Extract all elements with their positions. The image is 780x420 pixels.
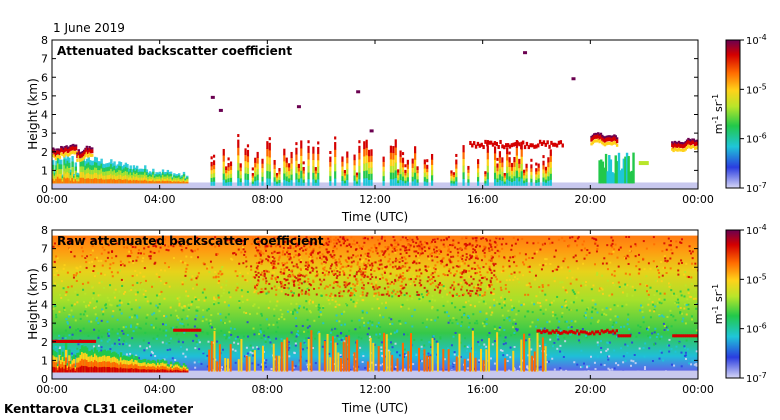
- y-tick-label: 6: [41, 261, 48, 274]
- colorbar-tick-label: 10-4: [746, 223, 767, 237]
- y-tick-label: 1: [41, 164, 48, 177]
- y-tick-label: 0: [41, 373, 48, 386]
- x-tick-label: 00:00: [36, 383, 68, 396]
- panel-2-title: Raw attenuated backscatter coefficient: [57, 234, 324, 248]
- y-tick-label: 3: [41, 317, 48, 330]
- y-tick-label: 1: [41, 354, 48, 367]
- colorbar-tick-label: 10-7: [746, 371, 767, 385]
- panel-1: 0 1 2 3 4 5 6 7 8 00:00 04:00 08:00 12:00 16:00 20:00…: [26, 34, 714, 224]
- x-axis-label-2: Time (UTC): [341, 401, 408, 415]
- x-axis-2: 00:00 04:00 08:00 12:00 16:00 20:00 00:00: [36, 230, 714, 396]
- colorbar-tick-label: 10-5: [746, 82, 767, 96]
- panel-2: 0 1 2 3 4 5 6 7 8 00:00 04:00 08:00 12:00 16:00 20:00…: [26, 224, 714, 415]
- x-tick-label: 04:00: [144, 383, 176, 396]
- x-tick-label: 00:00: [36, 193, 68, 206]
- y-axis-label-2: Height (km): [26, 268, 40, 339]
- y-tick-label: 6: [41, 71, 48, 84]
- y-tick-label: 5: [41, 280, 48, 293]
- date-label: 1 June 2019: [53, 21, 125, 35]
- colorbar-tick-label: 10-7: [746, 181, 767, 195]
- colorbar-1: m-1 sr-1 10-4 10-5 10-6 10-7: [711, 33, 767, 195]
- colorbar-tick-label: 10-4: [746, 33, 767, 47]
- y-axis-1: 0 1 2 3 4 5 6 7 8: [41, 34, 698, 196]
- colorbar-tick-label: 10-5: [746, 272, 767, 286]
- x-tick-label: 12:00: [359, 383, 391, 396]
- x-tick-label: 16:00: [467, 193, 499, 206]
- x-tick-label: 08:00: [251, 193, 283, 206]
- y-tick-label: 4: [41, 299, 48, 312]
- x-tick-label: 16:00: [467, 383, 499, 396]
- colorbar-2-gradient: [725, 229, 741, 379]
- backscatter-data-2: [52, 235, 698, 379]
- y-tick-label: 5: [41, 90, 48, 103]
- colorbar-2-unit: m-1 sr-1: [711, 284, 725, 324]
- colorbar-2: m-1 sr-1 10-4 10-5 10-6 10-7: [711, 223, 767, 385]
- x-tick-label: 00:00: [682, 383, 714, 396]
- plot-area-1: [52, 40, 698, 189]
- x-tick-label: 20:00: [574, 193, 606, 206]
- colorbar-tick-label: 10-6: [746, 132, 767, 146]
- x-tick-label: 04:00: [144, 193, 176, 206]
- colorbar-1-unit: m-1 sr-1: [711, 94, 725, 134]
- instrument-label: Kenttarova CL31 ceilometer: [4, 402, 194, 416]
- y-axis-2: 0 1 2 3 4 5 6 7 8: [41, 224, 698, 386]
- x-tick-label: 00:00: [682, 193, 714, 206]
- x-tick-label: 12:00: [359, 193, 391, 206]
- y-tick-label: 0: [41, 183, 48, 196]
- y-tick-label: 3: [41, 127, 48, 140]
- y-tick-label: 2: [41, 146, 48, 159]
- x-tick-label: 08:00: [251, 383, 283, 396]
- y-axis-label-1: Height (km): [26, 78, 40, 149]
- y-tick-label: 8: [41, 224, 48, 237]
- colorbar-1-gradient: [725, 39, 741, 189]
- y-tick-label: 7: [41, 53, 48, 66]
- y-tick-label: 8: [41, 34, 48, 47]
- x-axis-1: 00:00 04:00 08:00 12:00 16:00 20:00 00:00: [36, 40, 714, 206]
- colorbar-tick-label: 10-6: [746, 322, 767, 336]
- y-tick-label: 7: [41, 243, 48, 256]
- y-tick-label: 2: [41, 336, 48, 349]
- x-axis-label-1: Time (UTC): [341, 210, 408, 224]
- y-tick-label: 4: [41, 109, 48, 122]
- x-tick-label: 20:00: [574, 383, 606, 396]
- panel-1-title: Attenuated backscatter coefficient: [57, 44, 292, 58]
